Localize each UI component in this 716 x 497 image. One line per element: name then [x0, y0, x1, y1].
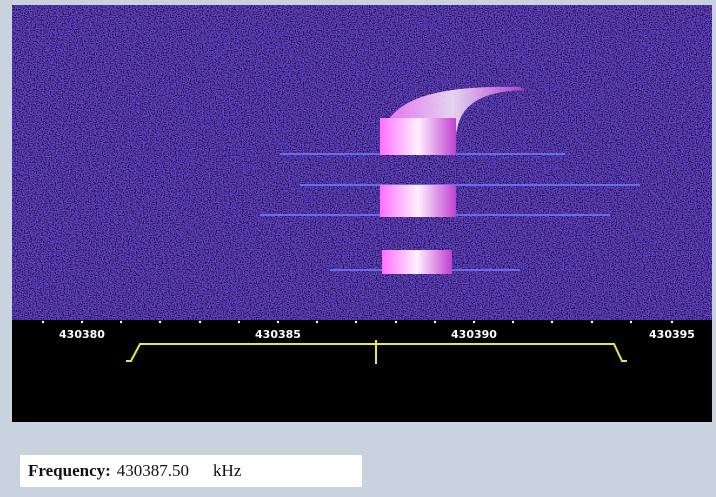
waterfall [12, 5, 712, 320]
signal-block [382, 250, 452, 274]
signal-block [380, 185, 456, 217]
signal-block [380, 118, 456, 155]
scale-label: 430380 [59, 328, 105, 341]
frequency-unit: kHz [213, 461, 241, 481]
page: {"scale": {"labels": ["430380", "430385"… [0, 0, 716, 497]
scale-label: 430395 [649, 328, 695, 341]
waterfall-noise [12, 5, 712, 320]
sdr-display: 430380 430385 430390 430395 [0, 0, 716, 497]
scale-label: 430390 [451, 328, 497, 341]
frequency-value: 430387.50 [117, 461, 189, 481]
scale-panel [12, 320, 712, 422]
frequency-box: Frequency: 430387.50 kHz [20, 455, 362, 487]
scale-label: 430385 [255, 328, 301, 341]
frequency-label: Frequency: [28, 461, 111, 481]
